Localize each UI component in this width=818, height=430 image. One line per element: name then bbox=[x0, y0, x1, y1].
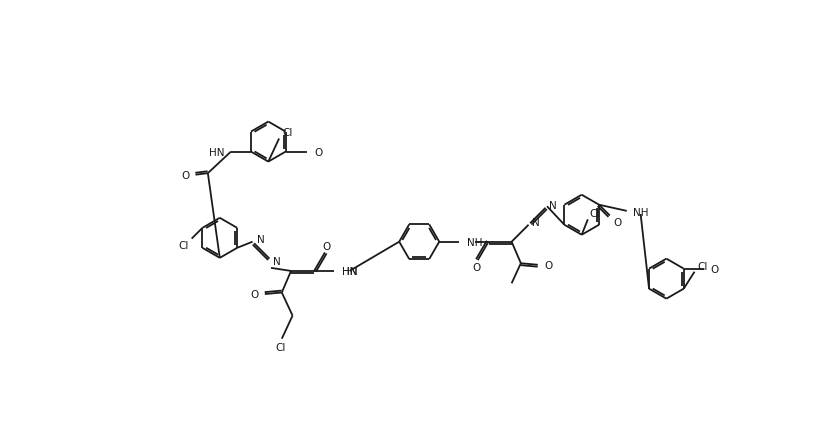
Text: Cl: Cl bbox=[178, 240, 189, 250]
Text: HN: HN bbox=[342, 266, 357, 276]
Text: Cl: Cl bbox=[282, 128, 293, 138]
Text: O: O bbox=[250, 289, 258, 299]
Text: N: N bbox=[533, 218, 540, 228]
Text: O: O bbox=[710, 264, 718, 274]
Text: O: O bbox=[613, 217, 621, 227]
Text: HN: HN bbox=[209, 147, 225, 157]
Text: N: N bbox=[272, 256, 281, 266]
Text: NH: NH bbox=[633, 208, 649, 218]
Text: O: O bbox=[181, 170, 190, 180]
Text: O: O bbox=[314, 147, 322, 157]
Text: O: O bbox=[322, 242, 330, 252]
Text: O: O bbox=[472, 262, 480, 273]
Text: HN: HN bbox=[342, 266, 357, 276]
Text: N: N bbox=[550, 201, 557, 211]
Text: NH: NH bbox=[467, 237, 483, 247]
Text: Cl: Cl bbox=[275, 342, 285, 352]
Text: Cl: Cl bbox=[590, 209, 600, 219]
Text: N: N bbox=[257, 235, 265, 245]
Text: Cl: Cl bbox=[698, 261, 708, 271]
Text: O: O bbox=[544, 260, 552, 270]
